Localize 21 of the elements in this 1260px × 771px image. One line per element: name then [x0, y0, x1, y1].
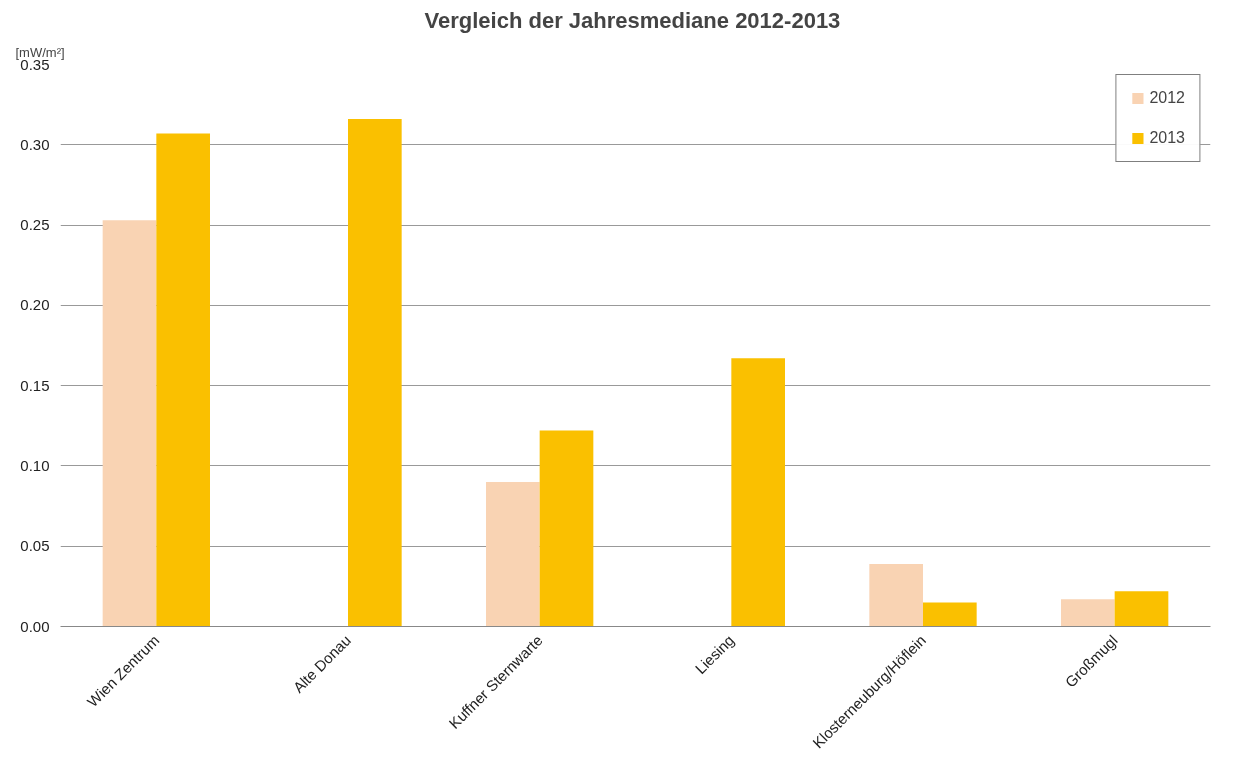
y-tick-label: 0.25 [20, 216, 50, 234]
chart-title: Vergleich der Jahresmediane 2012-2013 [424, 7, 841, 33]
legend-label: 2012 [1149, 89, 1185, 107]
y-tick-label: 0.05 [20, 537, 50, 555]
bar [539, 430, 594, 627]
y-tick-label: 0.15 [20, 376, 50, 394]
bar [486, 481, 540, 627]
bar [869, 563, 923, 627]
bar [923, 602, 977, 627]
bar [1061, 599, 1115, 627]
y-axis-title: [mW/m²] [15, 44, 65, 60]
bar [348, 119, 402, 627]
bar [156, 133, 210, 627]
y-tick-label: 0.20 [20, 296, 50, 314]
y-tick-label: 0.30 [20, 135, 50, 153]
y-tick-label: 0.00 [20, 617, 50, 635]
y-tick-label: 0.10 [20, 456, 50, 474]
bar [102, 220, 157, 627]
bar [1114, 591, 1169, 627]
legend-label: 2013 [1149, 129, 1185, 147]
bar [731, 358, 785, 627]
